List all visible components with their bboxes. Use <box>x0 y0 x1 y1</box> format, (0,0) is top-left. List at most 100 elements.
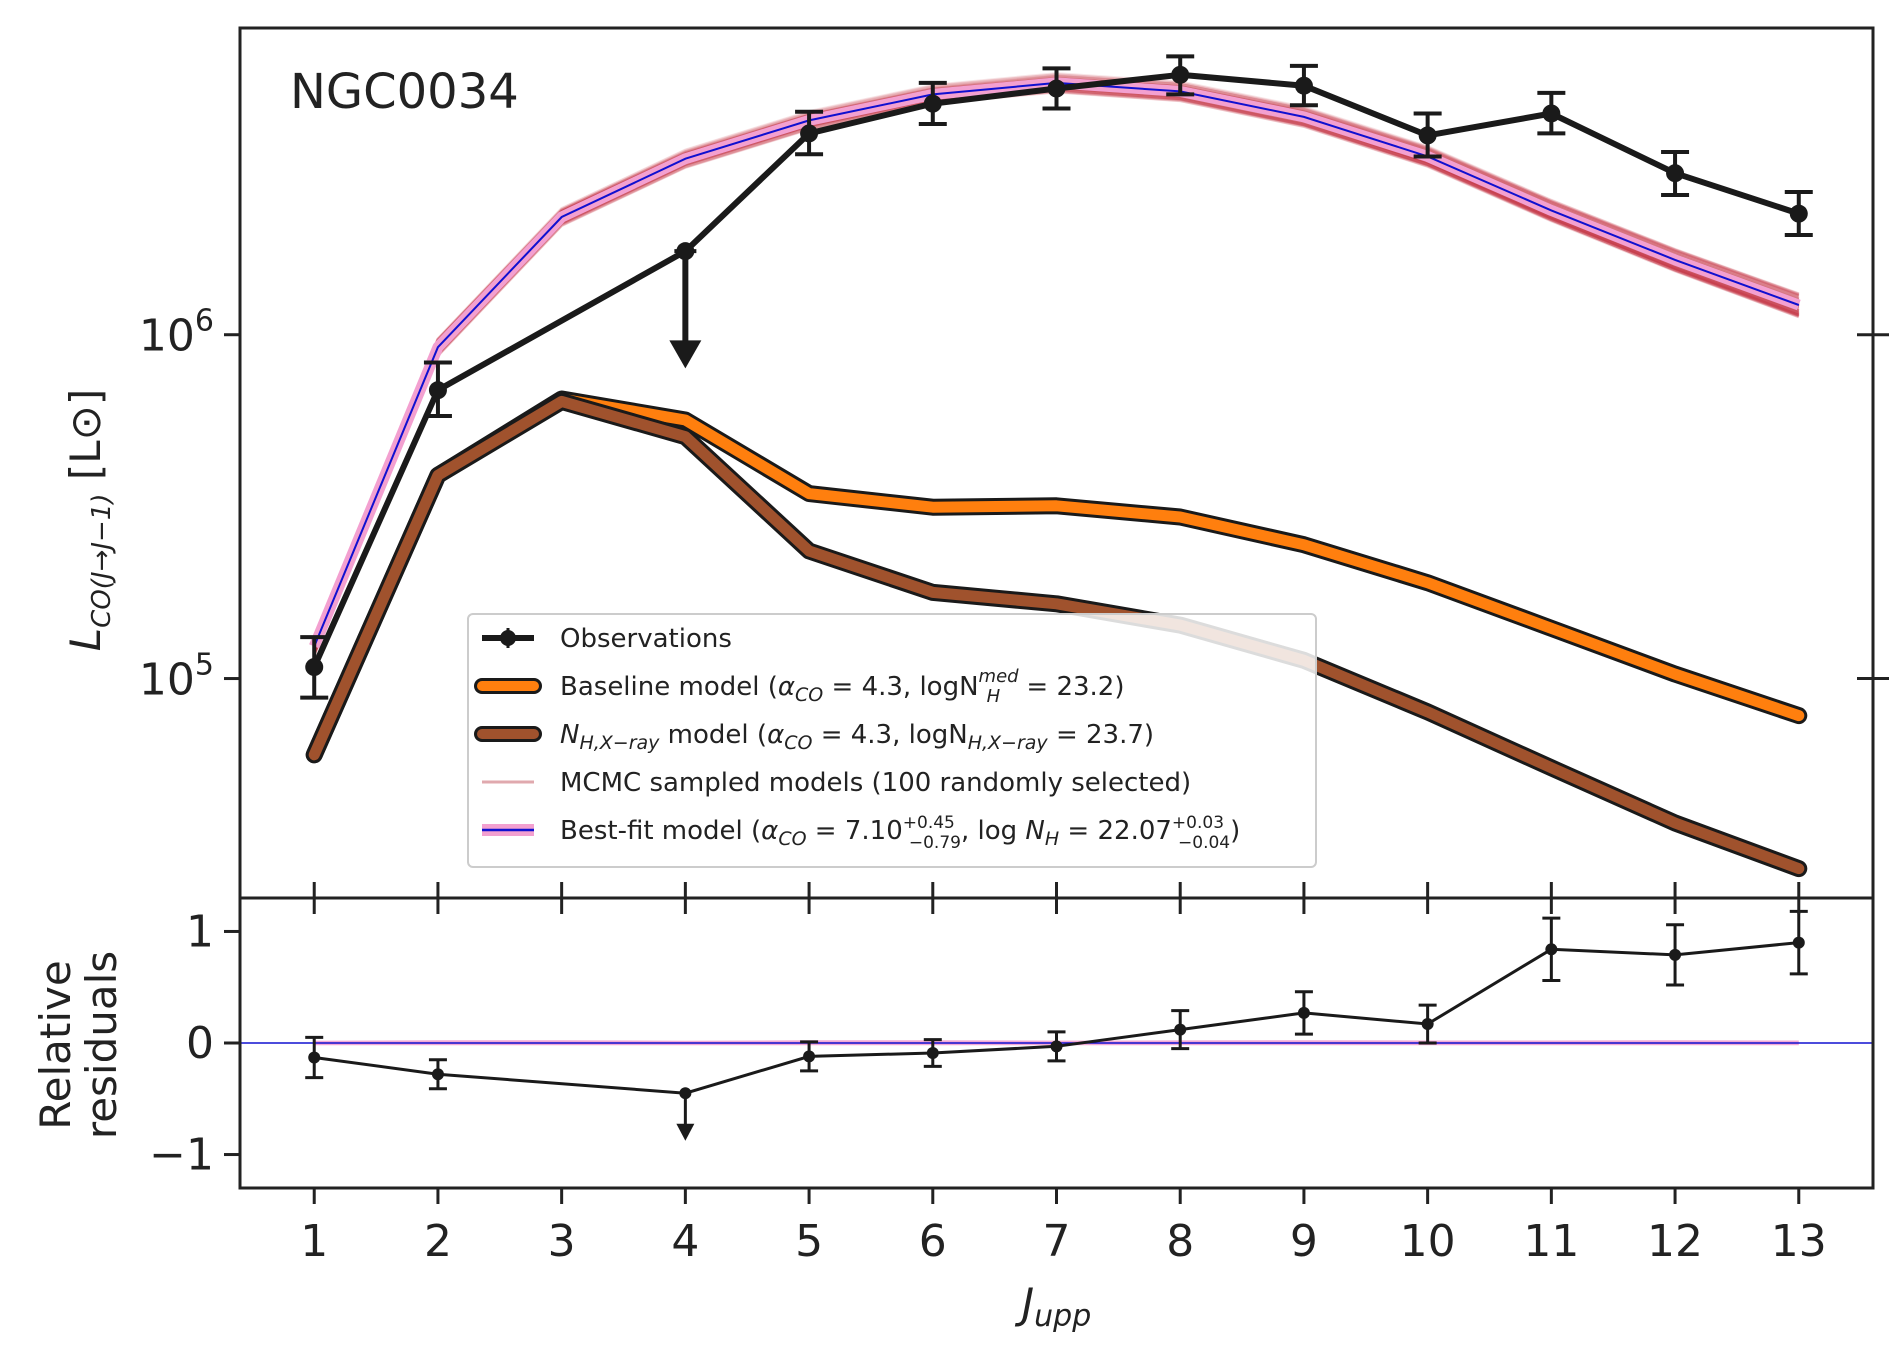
mcmc-model-line <box>312 81 1800 654</box>
legend-text-part: model ( <box>659 720 767 750</box>
x-tick-label: 9 <box>1290 1216 1318 1267</box>
mcmc-model-line <box>312 76 1800 639</box>
legend-text-part: CO <box>778 828 806 850</box>
mcmc-model-line <box>312 76 1800 641</box>
tick-exponent: 6 <box>195 304 214 339</box>
mcmc-model-line <box>312 80 1800 640</box>
mcmc-model-line <box>312 73 1800 641</box>
mcmc-model-line <box>312 76 1800 645</box>
main-plot-area <box>300 54 1813 878</box>
obs-point <box>1418 126 1437 145</box>
x-tick-label: 13 <box>1771 1216 1827 1267</box>
resid-point <box>308 1051 321 1064</box>
legend-text-part: Baseline model ( <box>560 672 778 702</box>
mcmc-model-line <box>312 80 1800 654</box>
mcmc-model-line <box>312 85 1800 650</box>
mcmc-model-line <box>312 83 1800 642</box>
mcmc-model-line <box>312 87 1800 649</box>
observations-line <box>311 71 1800 669</box>
mcmc-model-line <box>312 80 1800 649</box>
mcmc-model-line <box>312 78 1800 642</box>
legend-text-part: H <box>1045 828 1059 850</box>
resid-point <box>926 1047 939 1060</box>
mcmc-model-line <box>312 90 1800 655</box>
mcmc-model-line <box>312 85 1800 649</box>
mcmc-model-line <box>312 82 1800 649</box>
residual-y-axis-label: Relativeresiduals <box>31 951 126 1139</box>
resid-point <box>431 1068 444 1081</box>
tick-base: 10 <box>139 311 195 362</box>
best-fit-band <box>309 77 1801 649</box>
y-label-part: CO(J→J−1) <box>87 493 117 627</box>
resid-point <box>1297 1006 1310 1019</box>
tick-base: 10 <box>139 655 195 706</box>
legend-text-part: N <box>560 720 579 750</box>
legend-label-xray: NH,X−ray model (αCO = 4.3, logNH,X−ray =… <box>560 720 1154 754</box>
mcmc-model-line <box>312 81 1800 647</box>
resid-point <box>1792 936 1805 949</box>
legend-text-part: CO <box>795 684 823 706</box>
legend-text-part: = 22.07 <box>1059 816 1172 846</box>
resid-point <box>1545 943 1558 956</box>
resid-point <box>1421 1018 1434 1031</box>
legend-label-best-fit: Best-fit model (αCO = 7.10+0.45 −0.79, lo… <box>560 813 1240 853</box>
resid-point <box>1669 948 1682 961</box>
legend-text-part: H,X−ray <box>968 732 1049 754</box>
mcmc-model-line <box>312 81 1800 639</box>
legend-text-part: −0.04 <box>1178 833 1230 853</box>
legend-text-part: ) <box>1230 816 1240 846</box>
mcmc-model-line <box>312 78 1800 641</box>
main-y-axis-label: LCO(J→J−1) [L⊙] <box>61 389 117 651</box>
x-tick-label: 8 <box>1166 1216 1194 1267</box>
mcmc-model-line <box>312 83 1800 655</box>
mcmc-model-line <box>312 83 1800 641</box>
legend-text-part: α <box>767 720 784 750</box>
mcmc-model-line <box>312 86 1800 651</box>
mcmc-model-line <box>312 86 1800 652</box>
mcmc-model-line <box>312 86 1800 651</box>
mcmc-model-line <box>312 89 1800 655</box>
legend-text-part: CO <box>784 732 812 754</box>
mcmc-model-line <box>312 74 1800 640</box>
legend-text-part: +0.03 <box>1172 813 1224 833</box>
x-tick-label: 10 <box>1400 1216 1456 1267</box>
legend-text-part: α <box>761 816 778 846</box>
mcmc-model-line <box>312 84 1800 652</box>
mcmc-model-line <box>312 83 1800 641</box>
mcmc-model-line <box>312 76 1800 642</box>
mcmc-model-line <box>312 83 1800 643</box>
mcmc-model-line <box>312 82 1800 641</box>
obs-point <box>428 381 447 400</box>
legend-obs-marker <box>500 630 516 646</box>
mcmc-model-line <box>312 84 1800 650</box>
residuals-panel <box>224 896 1875 1204</box>
obs-point <box>676 242 695 261</box>
mcmc-model-line <box>312 78 1800 653</box>
obs-point <box>800 124 819 143</box>
mcmc-model-line <box>312 77 1800 644</box>
mcmc-model-line <box>312 80 1800 648</box>
legend-text-part: = 23.7) <box>1048 720 1154 750</box>
mcmc-model-line <box>312 81 1800 648</box>
x-tick-label: 2 <box>424 1216 452 1267</box>
mcmc-model-line <box>312 84 1800 650</box>
mcmc-model-line <box>312 80 1800 648</box>
x-tick-label: 6 <box>919 1216 947 1267</box>
mcmc-model-line <box>312 86 1800 646</box>
mcmc-model-line <box>312 74 1800 644</box>
mcmc-model-line <box>312 89 1800 656</box>
x-tick-label: 7 <box>1043 1216 1071 1267</box>
mcmc-model-line <box>312 82 1800 639</box>
legend-text-part: med <box>979 666 1020 687</box>
mcmc-model-line <box>312 72 1800 639</box>
mcmc-model-line <box>312 75 1800 647</box>
legend-text-part: = 7.10 <box>807 816 903 846</box>
mcmc-model-line <box>312 79 1800 643</box>
obs-point <box>1666 164 1685 183</box>
mcmc-model-line <box>312 81 1800 649</box>
mcmc-model-line <box>312 77 1800 645</box>
mcmc-model-line <box>312 82 1800 640</box>
mcmc-model-line <box>312 88 1800 650</box>
legend-text-part: = 4.3, logN <box>812 720 967 750</box>
mcmc-model-line <box>312 83 1800 655</box>
